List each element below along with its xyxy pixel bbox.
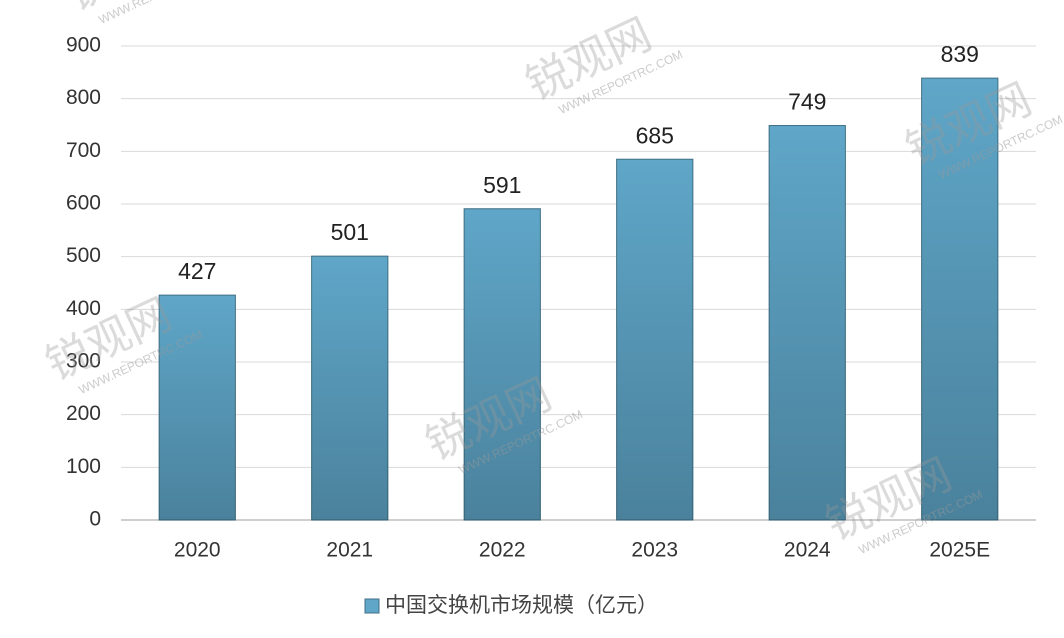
- value-label: 591: [483, 172, 521, 198]
- bar: [768, 125, 846, 521]
- value-label: 749: [788, 89, 826, 115]
- x-tick-label: 2022: [479, 539, 526, 562]
- y-tick-label: 500: [66, 244, 101, 267]
- legend-swatch: [364, 598, 380, 614]
- x-tick-label: 2021: [326, 539, 373, 562]
- value-label: 839: [941, 41, 979, 67]
- bar: [616, 158, 694, 521]
- value-label: 685: [636, 122, 674, 148]
- x-tick-label: 2023: [631, 539, 678, 562]
- x-tick-label: 2024: [784, 539, 831, 562]
- y-tick-label: 900: [66, 34, 101, 57]
- y-tick-label: 0: [89, 508, 101, 531]
- watermark-url: WWW.REPORTRC.COM: [97, 0, 225, 27]
- x-tick-label: 2020: [174, 539, 221, 562]
- value-label: 427: [178, 258, 216, 284]
- y-tick-label: 400: [66, 297, 101, 320]
- y-tick-label: 800: [66, 86, 101, 109]
- y-tick-label: 300: [66, 350, 101, 373]
- y-tick-label: 100: [66, 455, 101, 478]
- y-tick-label: 700: [66, 139, 101, 162]
- legend-label: 中国交换机市场规模（亿元）: [385, 593, 658, 617]
- y-tick-label: 600: [66, 192, 101, 215]
- x-tick-label: 2025E: [929, 539, 990, 562]
- bar: [311, 255, 389, 521]
- y-tick-label: 200: [66, 402, 101, 425]
- value-label: 501: [331, 219, 369, 245]
- bar: [463, 208, 541, 521]
